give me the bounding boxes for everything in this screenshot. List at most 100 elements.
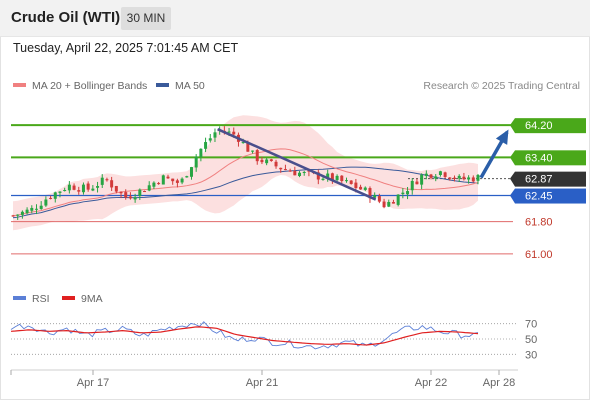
level-label-61-80: 61.80 xyxy=(525,217,553,229)
level-tag-pointer xyxy=(510,188,515,204)
rsi-tick-70: 70 xyxy=(525,319,537,331)
candle-body xyxy=(246,141,250,152)
candle-body xyxy=(34,208,38,210)
candle-body xyxy=(11,215,15,217)
candle-body xyxy=(316,172,320,180)
legend-rsi: RSI xyxy=(13,293,50,305)
candle-body xyxy=(213,132,217,138)
ma20-label: MA 20 + Bollinger Bands xyxy=(32,80,148,92)
candle-body xyxy=(227,131,231,133)
candle-body xyxy=(363,187,367,190)
candle-body xyxy=(147,185,151,191)
legend-ma20: MA 20 + Bollinger Bands xyxy=(13,80,147,92)
level-tag-62-45 xyxy=(515,188,586,204)
x-tick-label: Apr 21 xyxy=(246,377,278,389)
candle-body xyxy=(110,180,114,188)
rsi-label: RSI xyxy=(32,293,50,305)
candle-body xyxy=(438,171,442,175)
rsi-ma-label: 9MA xyxy=(81,293,103,305)
level-label-61-00: 61.00 xyxy=(525,249,553,261)
candle-body xyxy=(471,177,475,182)
rsi-series-rsi xyxy=(10,321,479,350)
candle-body xyxy=(443,172,447,177)
ma50-line xyxy=(12,166,479,219)
candle-body xyxy=(274,161,278,167)
level-label-63-40: 63.40 xyxy=(525,152,553,164)
candle-body xyxy=(175,180,179,183)
candle-body xyxy=(330,173,334,181)
level-tag-pointer xyxy=(510,118,515,134)
legend-rsi-ma: 9MA xyxy=(62,293,103,305)
candle-body xyxy=(340,175,344,182)
candle-body xyxy=(96,186,100,188)
candle-body xyxy=(67,184,71,191)
candle-body xyxy=(185,176,189,178)
candle-body xyxy=(279,167,283,170)
x-tick-label: Apr 17 xyxy=(77,377,109,389)
candle-body xyxy=(448,177,452,179)
candle-body xyxy=(39,205,43,209)
candle-body xyxy=(424,173,428,176)
candle-body xyxy=(467,177,471,180)
candle-body xyxy=(16,214,20,216)
candle-body xyxy=(457,175,461,179)
candle-body xyxy=(161,175,165,185)
candle-body xyxy=(44,199,48,206)
forecast-arrow-head xyxy=(495,129,509,145)
ma20-swatch xyxy=(13,83,26,88)
candle-body xyxy=(114,185,118,192)
candle-body xyxy=(298,172,302,177)
candle-body xyxy=(171,178,175,182)
candle-body xyxy=(100,177,104,185)
credit-text: Research © 2025 Trading Central xyxy=(423,80,580,92)
candle-body xyxy=(406,191,410,195)
candle-body xyxy=(321,178,325,180)
candle-body xyxy=(189,167,193,177)
candle-body xyxy=(382,201,386,208)
candle-body xyxy=(72,185,76,190)
candle-body xyxy=(420,174,424,185)
bollinger-band xyxy=(13,115,478,231)
candle-body xyxy=(105,179,109,181)
candle-body xyxy=(359,186,363,190)
candle-body xyxy=(157,183,161,185)
candle-body xyxy=(86,183,90,190)
candle-body xyxy=(138,189,142,197)
candle-body xyxy=(476,174,480,181)
candle-body xyxy=(204,142,208,149)
candle-body xyxy=(373,194,377,198)
instrument-title: Crude Oil (WTI) xyxy=(11,9,121,26)
timeframe-badge[interactable]: 30 MIN xyxy=(121,7,171,30)
candle-body xyxy=(199,148,203,157)
rsi-ma-swatch xyxy=(62,296,75,301)
candle-body xyxy=(401,192,405,195)
candle-body xyxy=(58,191,62,193)
candle-body xyxy=(293,170,297,176)
candle-body xyxy=(387,201,391,207)
level-tag-pointer xyxy=(510,171,515,187)
level-label-62-45: 62.45 xyxy=(525,191,553,203)
candle-body xyxy=(368,188,372,199)
candle-body xyxy=(49,197,53,199)
chart-header: Crude Oil (WTI) 30 MIN xyxy=(0,0,590,37)
candle-body xyxy=(25,209,29,214)
timestamp: Tuesday, April 22, 2025 7:01:45 AM CET xyxy=(13,41,239,55)
candle-body xyxy=(251,150,255,152)
candle-body xyxy=(152,182,156,187)
candle-body xyxy=(232,131,236,135)
downtrend-line xyxy=(217,128,377,201)
level-tag-63-40 xyxy=(515,150,586,166)
candle-body xyxy=(255,150,259,162)
ma50-label: MA 50 xyxy=(175,80,205,92)
level-label-64-20: 64.20 xyxy=(525,120,553,132)
candle-body xyxy=(335,175,339,181)
candle-body xyxy=(208,138,212,141)
candle-body xyxy=(410,180,414,191)
candle-body xyxy=(265,159,269,164)
rsi-tick-30: 30 xyxy=(525,349,537,361)
candle-body xyxy=(143,191,147,193)
candle-body xyxy=(81,184,85,193)
candle-body xyxy=(354,182,358,189)
candle-body xyxy=(124,192,128,198)
